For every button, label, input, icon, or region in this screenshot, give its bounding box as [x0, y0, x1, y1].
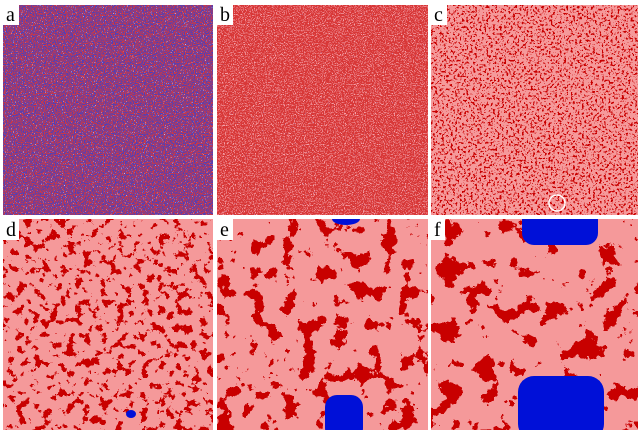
panel-a — [3, 5, 213, 215]
blue-domain — [332, 219, 360, 225]
label-box — [3, 5, 19, 25]
label-box — [217, 219, 233, 240]
panel-label: f — [434, 219, 441, 241]
label-box — [431, 219, 445, 240]
blue-domain — [518, 376, 604, 430]
panel-f — [431, 219, 638, 430]
label-box — [3, 219, 19, 240]
noise-layer — [431, 5, 638, 215]
noise-layer — [3, 5, 213, 215]
panel-label: e — [220, 219, 229, 241]
label-box — [217, 5, 233, 25]
panel-d — [3, 219, 213, 430]
panel-e — [217, 219, 428, 430]
blue-domain — [325, 395, 363, 430]
noise-layer — [3, 219, 213, 430]
panel-label: a — [6, 4, 15, 26]
noise-layer — [217, 219, 428, 430]
highlight-circle — [548, 194, 566, 212]
panel-label: c — [434, 4, 443, 26]
panel-label: d — [6, 219, 16, 241]
label-box — [431, 5, 447, 25]
blue-domain — [522, 219, 598, 245]
panel-c — [431, 5, 638, 215]
noise-layer — [217, 5, 428, 215]
panel-label: b — [220, 4, 230, 26]
blue-domain — [126, 410, 136, 418]
panel-b — [217, 5, 428, 215]
